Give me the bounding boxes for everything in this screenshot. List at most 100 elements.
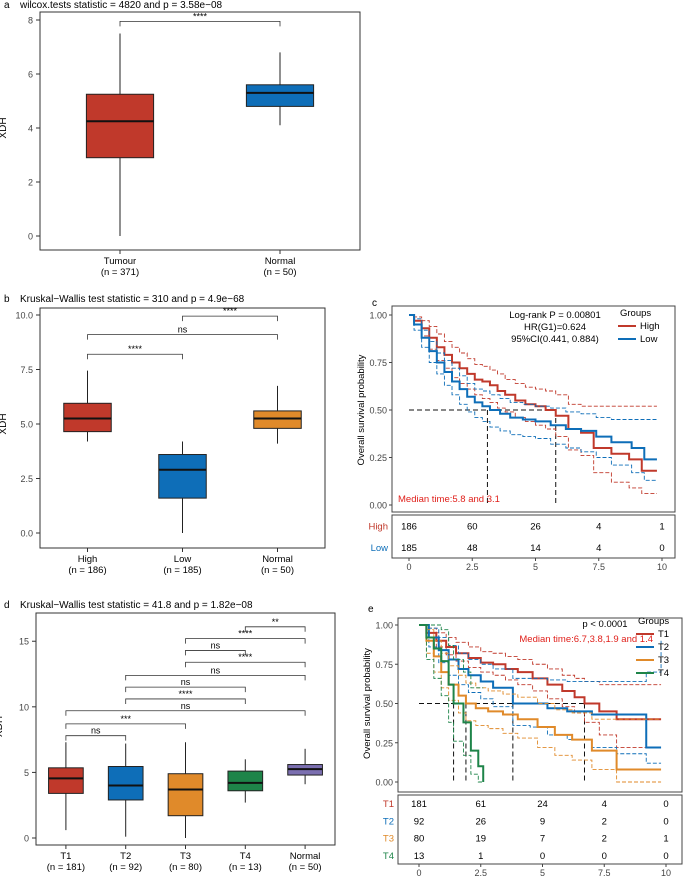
legend-label: T3 [658, 655, 669, 666]
box-normal [245, 84, 315, 107]
risk-value: 24 [537, 799, 548, 810]
box-t1 [48, 767, 84, 794]
y-tick-label: 5 [24, 768, 29, 778]
ci-lower-t3 [419, 624, 662, 783]
panel-d-plot: XDH 0 5 10 15 T1(n = 181) T2(n = 92) T3(n = 80)… [0, 612, 336, 873]
x-tick-label: 2.5 [474, 868, 487, 877]
survival-curve-high [409, 314, 657, 472]
box-normal [253, 410, 302, 429]
panel-b: b Kruskal−Wallis test statistic = 310 an… [0, 294, 326, 576]
ci-upper-low [409, 314, 657, 420]
comparison-label: ns [211, 640, 221, 650]
median-time-text: Median time:6.7,3.8,1.9 and 1.4 [519, 634, 653, 645]
comparison-label: ns [181, 701, 191, 711]
risk-table-frame [397, 794, 683, 865]
panel-d-title: Kruskal−Wallis test statistic = 41.8 and… [20, 600, 253, 611]
km-annotation: 95%CI(0.441, 0.884) [511, 334, 599, 345]
comparison-label: **** [238, 652, 253, 662]
risk-value: 0 [663, 816, 668, 827]
comparison-label: **** [238, 629, 253, 639]
x-tick-label: High [78, 554, 98, 565]
y-axis-label: XDH [0, 413, 9, 434]
box-t4 [227, 770, 264, 792]
group-n-label: (n = 50) [261, 565, 294, 576]
risk-value: 13 [414, 851, 425, 862]
panel-a-title: wilcox.tests statistic = 4820 and p = 3.… [19, 0, 223, 11]
risk-value: 26 [530, 521, 541, 532]
risk-value: 26 [475, 816, 486, 827]
ci-upper-t4 [419, 624, 484, 689]
x-tick-label: Low [174, 554, 192, 565]
comparison-label: ** [272, 617, 280, 627]
legend-title: Groups [638, 616, 669, 627]
ci-lower-t1 [419, 624, 662, 748]
box-t2 [107, 766, 144, 801]
x-tick-label: 10 [657, 562, 667, 572]
panel-e-plot: Overall survival probability 0.00 0.25 0.50… [362, 616, 683, 877]
y-axis-label: XDH [0, 716, 5, 737]
risk-value: 0 [540, 851, 545, 862]
y-tick-label: 10 [19, 702, 29, 712]
ci-upper-t3 [419, 624, 662, 720]
legend-label: T1 [658, 629, 669, 640]
ci-lower-low [409, 314, 657, 481]
box-high [63, 402, 112, 433]
x-tick-label: Normal [262, 554, 293, 565]
comparison-bracket [65, 735, 127, 741]
y-tick-label: 7.5 [20, 365, 33, 375]
comparison-bracket [244, 626, 306, 632]
risk-value: 181 [411, 799, 427, 810]
group-n-label: (n = 13) [229, 862, 262, 873]
comparison-label: **** [193, 11, 208, 21]
y-tick-label: 0.50 [375, 699, 393, 709]
y-tick-label: 10.0 [15, 311, 33, 321]
y-tick-label: 0.00 [375, 778, 393, 788]
panel-c-plot: Overall survival probability 0.00 0.25 0.50… [356, 305, 676, 572]
x-tick-label: T1 [60, 851, 71, 862]
panel-c: c Overall survival probability 0.00 0.25 0.… [356, 298, 676, 572]
group-n-label: (n = 50) [263, 267, 296, 278]
panel-d-letter: d [4, 600, 10, 611]
panel-c-letter: c [372, 298, 377, 309]
box-t3 [167, 773, 204, 817]
y-tick-label: 15 [19, 637, 29, 647]
comparison-label: ns [181, 677, 191, 687]
legend-label: High [640, 321, 660, 332]
survival-curve-t1 [419, 624, 662, 721]
risk-table-frame [391, 514, 676, 559]
y-tick-label: 5.0 [20, 420, 33, 430]
ci-upper-t1 [419, 624, 662, 686]
comparison-bracket [65, 710, 306, 716]
km-annotation: p < 0.0001 [582, 619, 627, 630]
y-tick-label: 0 [28, 232, 33, 242]
panel-e: e Overall survival probability 0.00 0.25 0.… [362, 604, 683, 877]
km-frame [391, 305, 676, 513]
group-n-label: (n = 186) [68, 565, 106, 576]
km-annotation: HR(G1)=0.624 [524, 322, 586, 333]
ci-lower-high [409, 314, 657, 495]
y-tick-label: 2 [28, 178, 33, 188]
y-tick-label: 0.0 [20, 529, 33, 539]
comparison-bracket [125, 674, 306, 681]
panel-a-letter: a [4, 0, 10, 11]
y-tick-label: 1.00 [375, 621, 393, 631]
x-tick-label: Tumour [104, 256, 136, 267]
risk-value: 0 [602, 851, 607, 862]
risk-value: 48 [467, 543, 478, 554]
risk-row-name: T3 [383, 834, 394, 845]
x-tick-label: 7.5 [598, 868, 611, 877]
comparison-label: **** [178, 689, 193, 699]
panel-d: d Kruskal−Wallis test statistic = 41.8 a… [0, 600, 336, 873]
risk-value: 185 [401, 543, 417, 554]
survival-curve-t4 [419, 624, 485, 782]
comparison-label: **** [128, 344, 143, 354]
risk-row-name: T1 [383, 799, 394, 810]
risk-row-name: T2 [383, 816, 394, 827]
comparison-label: ns [211, 665, 221, 675]
risk-row-name: T4 [383, 851, 394, 862]
risk-value: 1 [478, 851, 483, 862]
comparison-bracket [125, 698, 246, 704]
comparison-bracket [125, 686, 246, 693]
x-tick-label: 0 [406, 562, 411, 572]
